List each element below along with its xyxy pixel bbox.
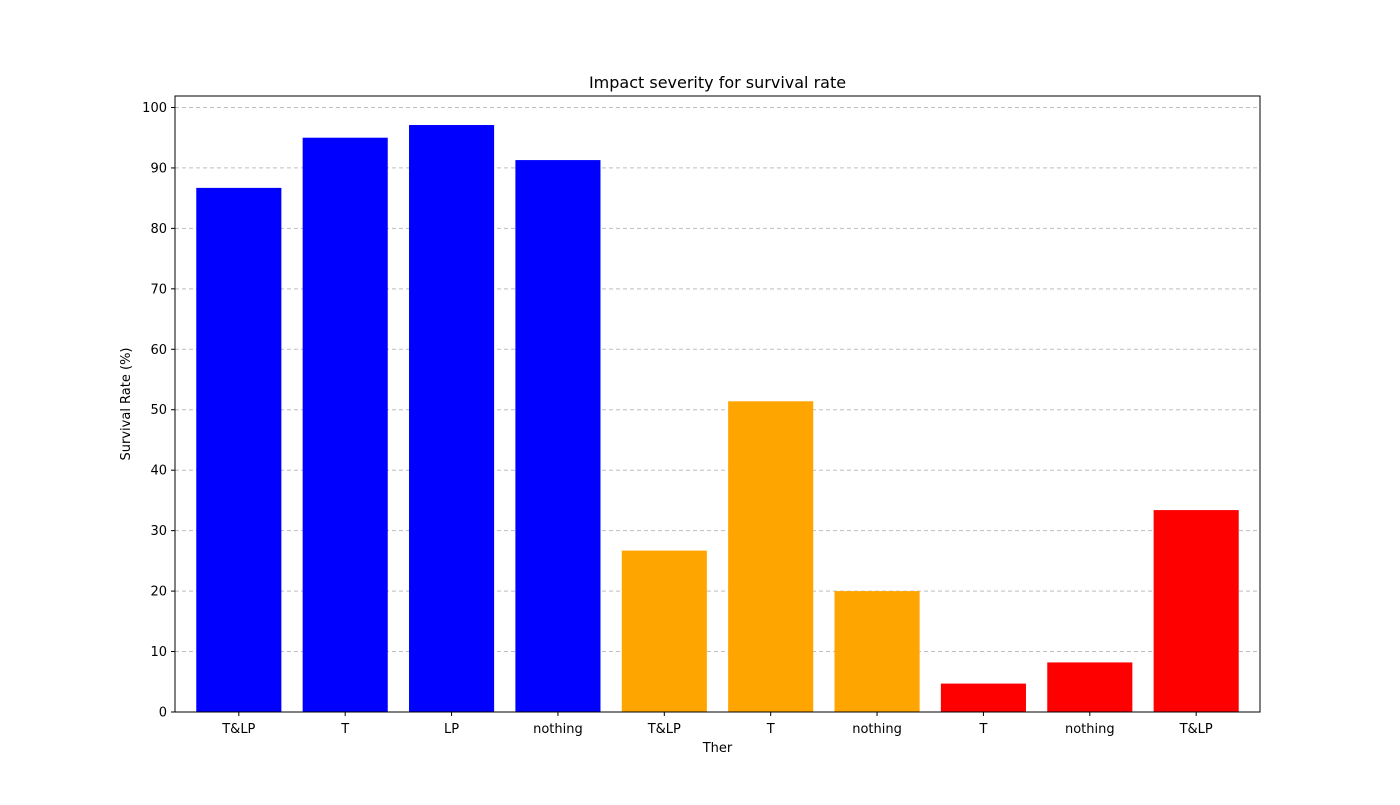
bar (940, 683, 1026, 712)
y-axis-ticks: 0 10 20 30 40 50 60 70 80 90 100 (142, 101, 175, 721)
bars (196, 125, 1239, 713)
y-tick-label: 90 (150, 161, 167, 176)
x-tick-label: T&LP (647, 722, 681, 737)
y-tick-label: 0 (159, 706, 167, 721)
x-tick-label: nothing (1065, 722, 1115, 737)
y-tick-label: 10 (150, 645, 167, 660)
bar (302, 137, 388, 712)
plot-frame (174, 95, 1261, 713)
y-tick-label: 70 (150, 282, 167, 297)
y-tick-label: 20 (150, 585, 167, 600)
bar (515, 160, 601, 713)
x-tick-label: T (340, 722, 349, 737)
x-tick-label: T&LP (1179, 722, 1213, 737)
bar (409, 125, 495, 713)
y-tick-label: 100 (142, 101, 167, 116)
y-tick-label: 60 (150, 343, 167, 358)
x-tick-label: nothing (852, 722, 902, 737)
y-tick-label: 30 (150, 524, 167, 539)
bar (196, 187, 282, 712)
y-axis-label: Survival Rate (%) (119, 348, 134, 461)
x-tick-label: LP (444, 722, 459, 737)
bar (1047, 662, 1133, 712)
x-tick-label: T (978, 722, 987, 737)
x-axis-label: Ther (702, 741, 733, 756)
x-tick-label: T&LP (221, 722, 255, 737)
y-tick-label: 50 (150, 403, 167, 418)
bar (728, 401, 814, 712)
y-tick-label: 40 (150, 464, 167, 479)
y-tick-label: 80 (150, 222, 167, 237)
x-tick-label: T (766, 722, 775, 737)
bar (834, 591, 920, 712)
x-tick-label: nothing (533, 722, 583, 737)
chart-title: Impact severity for survival rate (589, 73, 846, 92)
bar (1153, 510, 1239, 712)
grid-lines (175, 106, 1260, 713)
bar (621, 550, 707, 712)
